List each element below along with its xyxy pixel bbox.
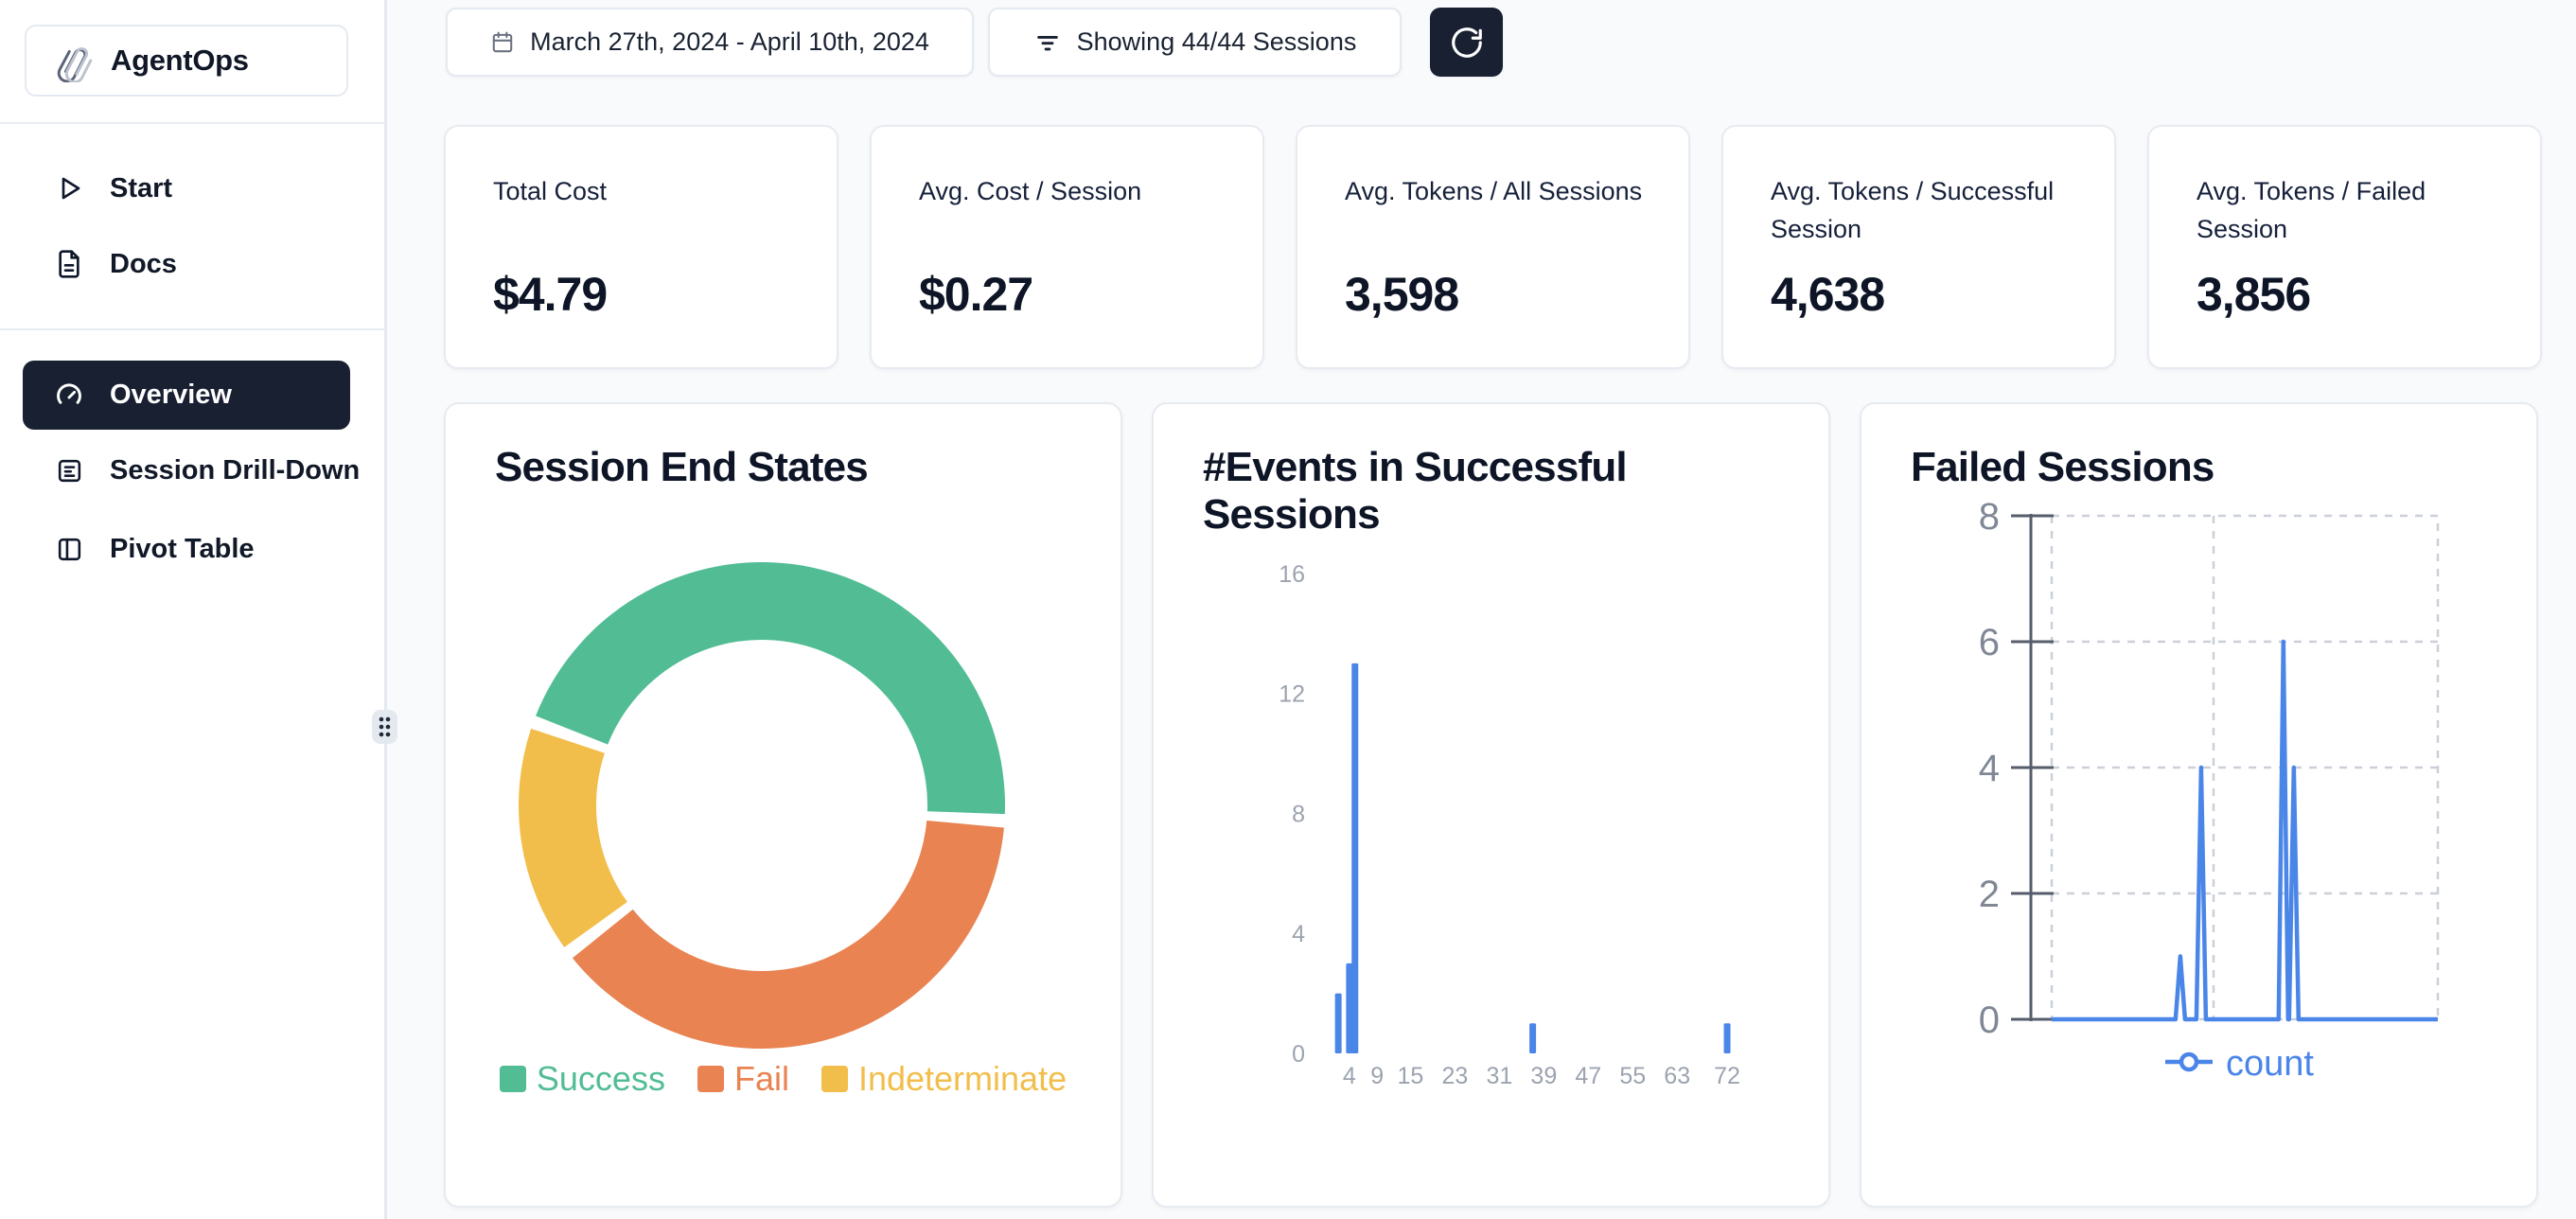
y-tick-label: 4	[1979, 748, 2000, 789]
session-end-states-card: Session End States Success Fail Indetermin…	[444, 402, 1122, 1208]
legend-label: Indeterminate	[857, 1059, 1067, 1098]
stat-label: Total Cost	[493, 177, 608, 205]
date-range-button[interactable]: March 27th, 2024 - April 10th, 2024	[446, 8, 974, 77]
sidebar-item-label: Start	[110, 172, 173, 203]
donut-legend: Success Fail Indeterminate	[446, 1059, 1120, 1099]
session-end-states-donut-chart[interactable]	[446, 404, 1124, 1210]
legend-swatch	[697, 1066, 724, 1092]
divider	[0, 328, 384, 330]
legend-swatch	[820, 1066, 848, 1092]
count-series-line[interactable]	[2052, 639, 2438, 1022]
chart-title: Failed Sessions	[1911, 444, 2214, 490]
bar[interactable]	[1723, 1023, 1731, 1053]
donut-segment-fail[interactable]	[572, 820, 1004, 1049]
stat-card-avg-tokens-all: Avg. Tokens / All Sessions 3,598	[1296, 125, 1690, 369]
y-tick-label: 4	[1292, 921, 1305, 947]
stat-value: $0.27	[919, 268, 1033, 321]
y-tick-label: 2	[1979, 874, 2000, 915]
stat-card-avg-tokens-failed: Avg. Tokens / Failed Session 3,856	[2147, 125, 2542, 369]
refresh-button[interactable]	[1430, 8, 1503, 77]
calendar-icon	[490, 30, 515, 55]
chart-title: Session End States	[495, 444, 869, 490]
donut-segment-indeterminate[interactable]	[519, 728, 627, 947]
x-tick-label: 15	[1398, 1063, 1424, 1089]
docs-icon	[53, 248, 85, 280]
sessions-filter-button[interactable]: Showing 44/44 Sessions	[988, 8, 1402, 77]
stat-value: 3,598	[1345, 268, 1459, 321]
sidebar-item-label: Pivot Table	[110, 533, 255, 564]
legend-label: Fail	[733, 1059, 789, 1098]
sidebar-item-label: Overview	[110, 380, 232, 410]
stat-value: $4.79	[493, 268, 608, 321]
x-tick-label: 23	[1442, 1063, 1469, 1089]
filter-icon	[1033, 28, 1062, 57]
gauge-icon	[53, 380, 85, 412]
sidebar-item-docs[interactable]: Docs	[0, 227, 384, 301]
x-tick-label: 63	[1664, 1063, 1690, 1089]
legend-swatch	[499, 1066, 526, 1092]
gridline	[2050, 514, 2440, 1021]
y-tick-label: 12	[1279, 681, 1305, 708]
bar[interactable]	[1529, 1023, 1537, 1053]
bar[interactable]	[1346, 963, 1353, 1053]
x-tick-label: 47	[1575, 1063, 1601, 1089]
logo-text: AgentOps	[111, 44, 249, 77]
x-tick-label: 72	[1714, 1063, 1740, 1089]
divider	[0, 122, 384, 124]
sidebar-item-pivot-table[interactable]: Pivot Table	[0, 514, 384, 584]
legend-label: Success	[536, 1059, 665, 1098]
paperclip-logo-icon	[53, 39, 97, 82]
stat-label: Avg. Cost / Session	[919, 177, 1142, 205]
play-icon	[53, 172, 85, 204]
logo[interactable]: AgentOps	[25, 25, 348, 97]
main-content: March 27th, 2024 - April 10th, 2024 Show…	[387, 0, 2576, 1219]
stat-label: Avg. Tokens / Successful Session	[1771, 177, 2055, 243]
refresh-icon	[1449, 25, 1485, 61]
date-range-label: March 27th, 2024 - April 10th, 2024	[530, 27, 929, 56]
sidebar-item-label: Session Drill-Down	[110, 454, 361, 486]
failed-sessions-card: Failed Sessions 8 6 4 2 0 count	[1860, 402, 2538, 1208]
x-tick-label: 4	[1343, 1063, 1356, 1089]
y-tick-label: 6	[1979, 622, 2000, 663]
bar[interactable]	[1334, 993, 1342, 1053]
legend-item-fail[interactable]: Fail	[697, 1059, 789, 1099]
chart-title: #Events in Successful Sessions	[1203, 444, 1628, 538]
y-tick-label: 0	[1292, 1041, 1305, 1068]
x-tick-label: 9	[1370, 1063, 1384, 1089]
legend-item-success[interactable]: Success	[499, 1059, 665, 1099]
events-histogram-card: #Events in Successful Sessions 0 4 8 12 16 4 9…	[1152, 402, 1830, 1208]
sidebar-item-start[interactable]: Start	[0, 151, 384, 225]
legend-label[interactable]: count	[2226, 1044, 2314, 1084]
legend-marker-dot	[2179, 1051, 2199, 1072]
stat-card-avg-tokens-successful: Avg. Tokens / Successful Session 4,638	[1721, 125, 2116, 369]
y-tick-label: 0	[1979, 999, 2000, 1041]
y-tick-label: 8	[1979, 496, 2000, 538]
x-tick-label: 39	[1530, 1063, 1557, 1089]
stat-card-total-cost: Total Cost $4.79	[444, 125, 838, 369]
y-tick-label: 8	[1292, 801, 1305, 827]
sidebar-item-session-drill-down[interactable]: Session Drill-Down	[0, 435, 384, 505]
sidebar-item-overview[interactable]: Overview	[23, 361, 350, 430]
stat-card-avg-cost-session: Avg. Cost / Session $0.27	[870, 125, 1264, 369]
grip-dots-icon	[379, 716, 391, 737]
sidebar: AgentOps Start Docs	[0, 0, 387, 1219]
sidebar-resize-handle[interactable]	[372, 710, 397, 744]
donut-segment-success[interactable]	[536, 561, 1005, 815]
stat-label: Avg. Tokens / Failed Session	[2197, 177, 2426, 243]
panel-left-icon	[53, 533, 85, 565]
failed-sessions-line-chart[interactable]: 8 6 4 2 0 count	[1861, 404, 2540, 1210]
stat-value: 4,638	[1771, 268, 1885, 321]
x-tick-label: 31	[1486, 1063, 1512, 1089]
sidebar-item-label: Docs	[110, 248, 177, 279]
stat-value: 3,856	[2197, 268, 2311, 321]
x-tick-label: 55	[1619, 1063, 1646, 1089]
sessions-filter-label: Showing 44/44 Sessions	[1076, 27, 1357, 56]
y-tick-label: 16	[1279, 561, 1305, 588]
legend-item-indeterminate[interactable]: Indeterminate	[820, 1059, 1067, 1099]
stat-label: Avg. Tokens / All Sessions	[1345, 177, 1643, 205]
session-list-icon	[53, 454, 85, 486]
bar[interactable]	[1351, 662, 1359, 1053]
